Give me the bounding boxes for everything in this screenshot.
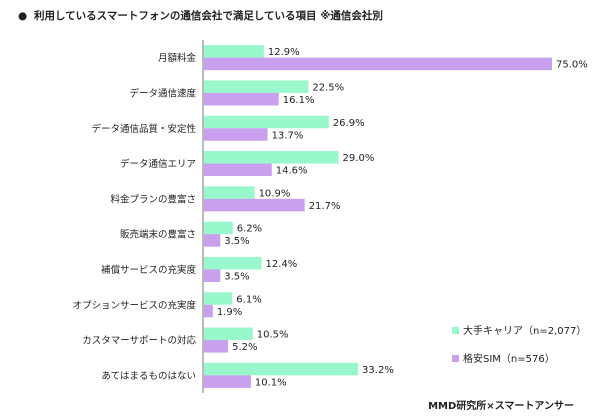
value-label: 3.5% <box>224 236 249 247</box>
bar-major-carrier <box>204 186 255 199</box>
bar-major-carrier <box>204 151 339 164</box>
legend-swatch <box>452 355 459 362</box>
bar-mvno-sim <box>204 375 251 388</box>
value-labels: 12.9% 75.0% 22.5% 16.1% 26.9% 13.7% 29.0% 14.6%… <box>217 47 588 388</box>
category-label: あてはまるものはない <box>101 371 196 382</box>
bar-major-carrier <box>204 256 262 270</box>
legend: 大手キャリア（n=2,077） 格安SIM（n=576） <box>452 324 586 365</box>
legend-swatch <box>452 327 459 334</box>
bar-mvno-sim <box>204 234 221 247</box>
value-label: 10.9% <box>259 188 291 199</box>
value-label: 6.1% <box>236 294 261 305</box>
category-labels: 月額料金データ通信速度データ通信品質・安定性データ通信エリア料金プランの豊富さ販… <box>72 52 196 382</box>
bar-major-carrier <box>204 45 264 58</box>
bar-mvno-sim <box>204 304 213 318</box>
bar-mvno-sim <box>204 198 305 212</box>
value-label: 6.2% <box>237 224 262 235</box>
value-label: 22.5% <box>312 82 344 93</box>
bar-mvno-sim <box>204 269 221 282</box>
value-label: 12.4% <box>266 259 298 270</box>
value-label: 10.1% <box>255 377 287 388</box>
value-label: 3.5% <box>224 271 249 282</box>
legend-label: 格安SIM（n=576） <box>463 352 555 365</box>
bar-major-carrier <box>204 115 329 129</box>
value-label: 12.9% <box>268 47 300 58</box>
category-label: データ通信エリア <box>120 158 196 170</box>
value-label: 26.9% <box>333 118 365 129</box>
bar-mvno-sim <box>204 163 272 177</box>
title-bullet: ● <box>18 10 27 22</box>
value-label: 10.5% <box>257 330 289 341</box>
bar-major-carrier <box>204 362 359 376</box>
bar-mvno-sim <box>204 57 552 71</box>
bars <box>204 45 552 388</box>
value-label: 14.6% <box>276 166 308 177</box>
bar-mvno-sim <box>204 128 268 141</box>
category-label: 販売端末の豊富さ <box>120 229 196 241</box>
chart-title: 利用しているスマートフォンの通信会社で満足している項目 ※通信会社別 <box>34 9 383 22</box>
source-credit: MMD研究所×スマートアンサー <box>428 399 574 412</box>
bar-major-carrier <box>204 292 233 305</box>
bar-major-carrier <box>204 221 233 235</box>
value-label: 5.2% <box>232 342 257 353</box>
value-label: 21.7% <box>309 201 341 212</box>
category-label: 補償サービスの充実度 <box>101 264 197 276</box>
value-label: 75.0% <box>556 60 588 71</box>
category-label: 料金プランの豊富さ <box>110 193 196 205</box>
bar-mvno-sim <box>204 340 229 353</box>
bar-major-carrier <box>204 327 253 341</box>
category-label: カスタマーサポートの対応 <box>82 335 196 347</box>
bar-mvno-sim <box>204 92 279 106</box>
value-label: 33.2% <box>362 365 394 376</box>
value-label: 29.0% <box>343 153 375 164</box>
category-label: データ通信品質・安定性 <box>91 123 196 135</box>
legend-label: 大手キャリア（n=2,077） <box>463 324 586 337</box>
bar-major-carrier <box>204 80 309 93</box>
category-label: オプションサービスの充実度 <box>72 299 196 311</box>
value-label: 1.9% <box>217 307 242 318</box>
value-label: 16.1% <box>283 95 315 106</box>
category-label: 月額料金 <box>158 52 197 64</box>
value-label: 13.7% <box>272 130 304 141</box>
category-label: データ通信速度 <box>129 87 196 99</box>
